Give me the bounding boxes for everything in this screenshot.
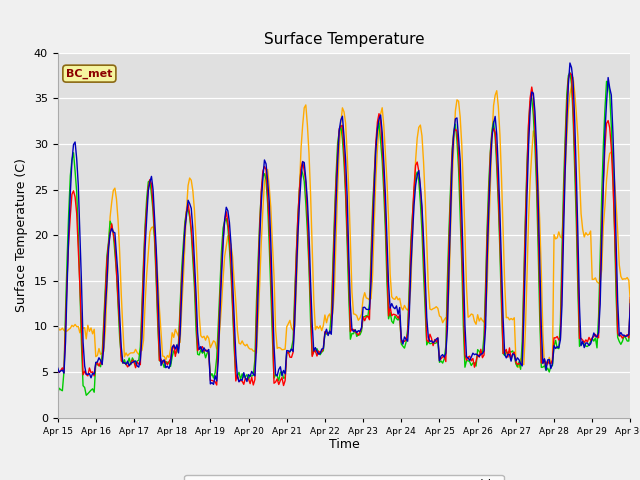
Legend: Tower, IRT0_a, IRT0_b, Arable: Tower, IRT0_a, IRT0_b, Arable [184,475,504,480]
Text: BC_met: BC_met [66,69,113,79]
X-axis label: Time: Time [328,438,360,451]
Title: Surface Temperature: Surface Temperature [264,33,424,48]
Y-axis label: Surface Temperature (C): Surface Temperature (C) [15,158,28,312]
